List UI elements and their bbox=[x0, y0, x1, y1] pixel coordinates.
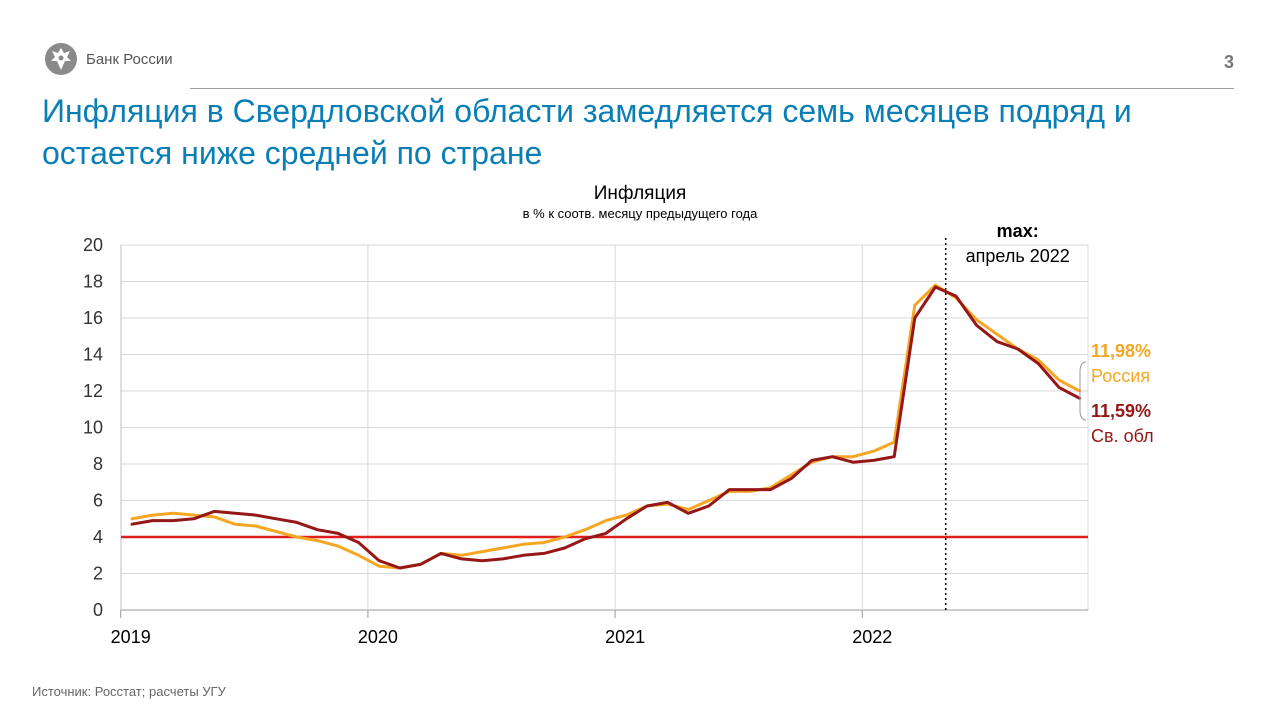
x-tick-label: 2019 bbox=[111, 627, 151, 647]
chart-subtitle: в % к соотв. месяцу предыдущего года bbox=[523, 206, 758, 221]
y-tick-label: 18 bbox=[83, 272, 103, 292]
chart-title: Инфляция bbox=[594, 183, 687, 204]
grid bbox=[120, 244, 1089, 611]
y-tick-label: 14 bbox=[83, 345, 103, 365]
bank-name: Банк России bbox=[86, 50, 173, 68]
header-divider bbox=[190, 88, 1234, 89]
y-tick-label: 0 bbox=[93, 600, 103, 620]
y-tick-label: 8 bbox=[93, 454, 103, 474]
series-sverdlovsk-value-label: 11,59% bbox=[1091, 401, 1151, 421]
max-marker-label: апрель 2022 bbox=[966, 246, 1070, 266]
x-tick-label: 2020 bbox=[358, 627, 398, 647]
max-marker-group: max: апрель 2022 bbox=[944, 221, 1070, 610]
x-axis: 2019 2020 2021 2022 bbox=[111, 610, 892, 647]
y-tick-label: 10 bbox=[83, 418, 103, 438]
eagle-emblem-icon bbox=[45, 43, 77, 75]
y-tick-label: 20 bbox=[83, 235, 103, 255]
series-russia-value-label: 11,98% bbox=[1091, 341, 1151, 361]
series-group bbox=[130, 283, 1082, 570]
end-label-bracket bbox=[1079, 361, 1087, 421]
series-line-1 bbox=[130, 285, 1082, 570]
series-line-0 bbox=[130, 283, 1082, 570]
max-marker-label-bold: max: bbox=[997, 221, 1039, 241]
bank-logo: Банк России bbox=[44, 42, 173, 76]
page-title: Инфляция в Свердловской области замедляе… bbox=[42, 93, 1132, 171]
y-tick-label: 16 bbox=[83, 308, 103, 328]
y-tick-label: 12 bbox=[83, 381, 103, 401]
series-sverdlovsk-name-label: Св. обл bbox=[1091, 426, 1154, 446]
y-tick-label: 6 bbox=[93, 491, 103, 511]
x-tick-label: 2021 bbox=[605, 627, 645, 647]
y-tick-label: 4 bbox=[93, 527, 103, 547]
end-labels: 11,98% Россия 11,59% Св. обл bbox=[1079, 341, 1154, 446]
series-russia-name-label: Россия bbox=[1091, 366, 1150, 386]
x-tick-label: 2022 bbox=[852, 627, 892, 647]
page-number: 3 bbox=[1223, 52, 1234, 72]
y-axis: 0 2 4 6 8 10 12 14 16 18 20 bbox=[83, 235, 103, 620]
y-tick-label: 2 bbox=[93, 564, 103, 584]
source-note: Источник: Росстат; расчеты УГУ bbox=[32, 684, 226, 699]
